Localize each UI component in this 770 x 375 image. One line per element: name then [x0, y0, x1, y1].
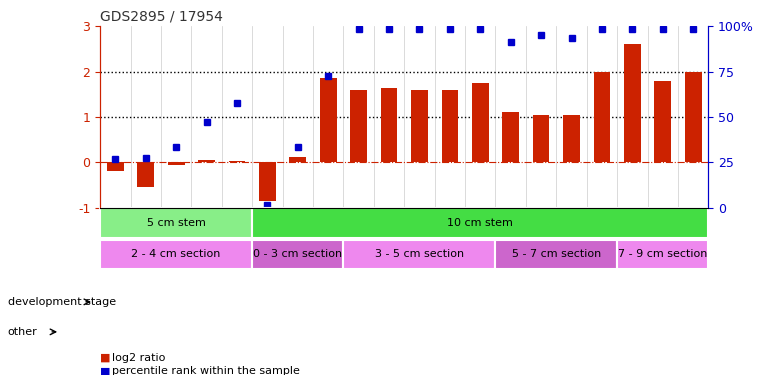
Bar — [563, 115, 580, 162]
Text: percentile rank within the sample: percentile rank within the sample — [112, 366, 300, 375]
Bar — [654, 81, 671, 162]
Bar — [168, 162, 185, 165]
Bar — [350, 90, 367, 162]
Bar — [198, 160, 215, 162]
Bar — [441, 90, 458, 162]
Bar — [107, 162, 124, 171]
Bar — [380, 87, 397, 162]
FancyBboxPatch shape — [253, 240, 343, 269]
Bar — [229, 161, 246, 162]
Text: GDS2895 / 17954: GDS2895 / 17954 — [100, 10, 223, 24]
Bar — [320, 78, 336, 162]
Text: 10 cm stem: 10 cm stem — [447, 218, 514, 228]
Text: 0 - 3 cm section: 0 - 3 cm section — [253, 249, 343, 259]
Text: ■: ■ — [100, 353, 111, 363]
Text: 7 - 9 cm section: 7 - 9 cm section — [618, 249, 708, 259]
FancyBboxPatch shape — [100, 209, 253, 238]
Text: log2 ratio: log2 ratio — [112, 353, 165, 363]
FancyBboxPatch shape — [253, 209, 708, 238]
Bar — [137, 162, 154, 188]
Bar — [259, 162, 276, 201]
Bar — [533, 115, 550, 162]
Bar — [502, 112, 519, 162]
Bar — [594, 72, 611, 162]
Text: ■: ■ — [100, 366, 111, 375]
Bar — [472, 83, 489, 162]
Bar — [290, 157, 306, 162]
Text: 5 - 7 cm section: 5 - 7 cm section — [512, 249, 601, 259]
FancyBboxPatch shape — [496, 240, 618, 269]
Bar — [685, 72, 701, 162]
Text: 2 - 4 cm section: 2 - 4 cm section — [132, 249, 221, 259]
Text: 5 cm stem: 5 cm stem — [147, 218, 206, 228]
Text: other: other — [8, 327, 38, 337]
FancyBboxPatch shape — [618, 240, 708, 269]
Bar — [411, 90, 428, 162]
FancyBboxPatch shape — [100, 240, 253, 269]
Text: 3 - 5 cm section: 3 - 5 cm section — [375, 249, 464, 259]
Text: development stage: development stage — [8, 297, 115, 307]
Bar — [624, 44, 641, 162]
FancyBboxPatch shape — [343, 240, 496, 269]
